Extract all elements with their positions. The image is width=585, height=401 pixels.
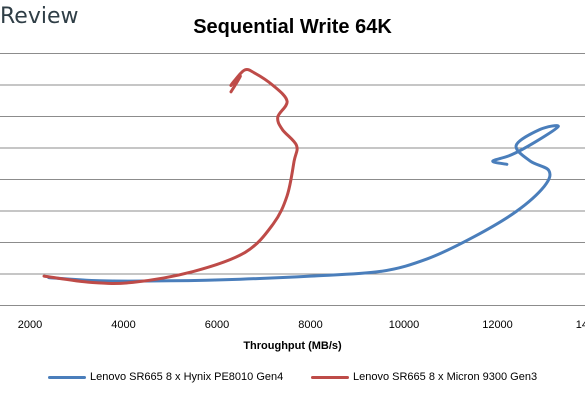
x-tick-label: 10000	[389, 319, 420, 331]
x-axis-ticks: 2000 4000 6000 8000 10000 12000 14000	[18, 319, 585, 331]
legend-swatch-hynix	[48, 375, 86, 379]
x-tick-label: 6000	[205, 319, 229, 331]
x-axis-label: Throughput (MB/s)	[243, 340, 342, 352]
x-tick-label: 12000	[482, 319, 513, 331]
x-tick-label: 2000	[18, 319, 42, 331]
legend-swatch-micron	[311, 375, 349, 379]
legend-item-micron: Lenovo SR665 8 x Micron 9300 Gen3	[311, 371, 537, 383]
series-line-micron	[42, 67, 299, 285]
series-line-hynix	[47, 124, 560, 283]
legend: Lenovo SR665 8 x Hynix PE8010 Gen4 Lenov…	[0, 371, 585, 389]
legend-label-micron: Lenovo SR665 8 x Micron 9300 Gen3	[353, 371, 538, 383]
x-tick-label: 4000	[111, 319, 135, 331]
legend-item-hynix: Lenovo SR665 8 x Hynix PE8010 Gen4	[48, 371, 283, 383]
series-lines	[42, 67, 560, 285]
x-tick-label: 14000	[576, 319, 585, 331]
chart-title: Sequential Write 64K	[193, 16, 392, 38]
gridlines	[0, 53, 585, 306]
x-tick-label: 8000	[298, 319, 322, 331]
legend-label-hynix: Lenovo SR665 8 x Hynix PE8010 Gen4	[90, 371, 284, 383]
brand-logo-text: Review	[0, 4, 79, 29]
